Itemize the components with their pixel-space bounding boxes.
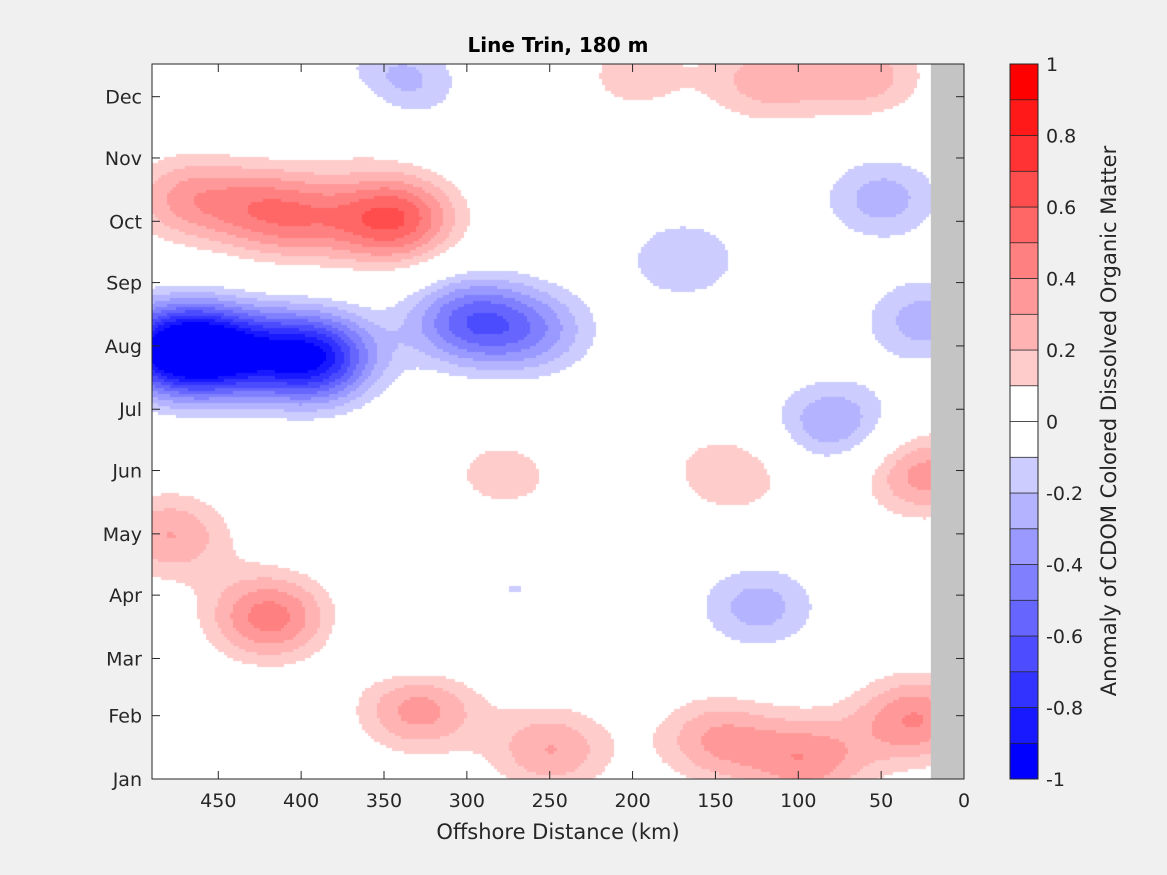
x-tick-label: 0	[958, 790, 970, 812]
colorbar-segment	[1009, 564, 1039, 601]
x-tick-label: 300	[449, 790, 485, 812]
x-tick-label: 350	[366, 790, 402, 812]
y-tick-label: Nov	[105, 148, 142, 170]
cdom-anomaly-field	[152, 64, 964, 779]
colorbar-tick-label: 0.8	[1046, 126, 1076, 148]
colorbar-tick-label: -1	[1046, 769, 1065, 791]
colorbar-segment	[1009, 707, 1039, 744]
colorbar-segment	[1009, 492, 1039, 530]
colorbar-label: Anomaly of CDOM Colored Dissolved Organi…	[1097, 145, 1121, 696]
colorbar: 1 0.8 0.6 0.4 0.2 0 -0.2 -0.4 -0.6 -0.8 -1	[1009, 54, 1083, 791]
colorbar-segment	[1009, 99, 1039, 136]
colorbar-segment	[1009, 635, 1039, 673]
y-tick-label: Feb	[108, 706, 142, 728]
y-tick-label: Oct	[109, 211, 142, 233]
colorbar-segment	[1009, 349, 1039, 387]
x-tick-label: 50	[869, 790, 893, 812]
colorbar-tick-label: 0	[1046, 412, 1058, 434]
colorbar-segment	[1009, 742, 1039, 780]
colorbar-segment	[1009, 206, 1039, 244]
colorbar-segment	[1009, 671, 1039, 708]
colorbar-segment	[1009, 421, 1039, 458]
colorbar-tick-label: 0.2	[1046, 340, 1076, 362]
y-tick-label: Apr	[109, 585, 142, 607]
colorbar-segment	[1009, 528, 1039, 565]
y-tick-label: Jun	[111, 461, 142, 483]
colorbar-tick-label: -0.6	[1046, 626, 1083, 648]
y-tick-label: Jul	[118, 399, 142, 421]
colorbar-segment	[1009, 63, 1039, 101]
y-tick-label: Mar	[106, 648, 142, 670]
y-tick-label: Jan	[112, 769, 142, 791]
no-data-region	[930, 64, 964, 779]
colorbar-segment	[1009, 242, 1039, 279]
y-tick-label: May	[103, 524, 142, 546]
colorbar-segment	[1009, 170, 1039, 208]
heatmap-plot	[152, 64, 964, 779]
axes: 450 400 350 300 250 200 150 100 50 0 Jan Feb Mar Apr M…	[103, 63, 970, 812]
y-tick-label: Sep	[106, 273, 142, 295]
colorbar-frame	[1009, 63, 1039, 780]
colorbar-tick-label: 0.4	[1046, 269, 1076, 291]
colorbar-segment	[1009, 135, 1039, 172]
colorbar-tick-label: -0.8	[1046, 698, 1083, 720]
colorbar-segment	[1009, 599, 1039, 637]
colorbar-tick-label: 0.6	[1046, 197, 1076, 219]
colorbar-segment	[1009, 313, 1039, 351]
colorbar-tick-label: -0.2	[1046, 483, 1083, 505]
x-tick-label: 400	[283, 790, 319, 812]
axes-box	[151, 63, 965, 780]
x-tick-label: 450	[200, 790, 236, 812]
x-tick-label: 150	[697, 790, 733, 812]
colorbar-segment	[1009, 456, 1039, 494]
colorbar-segment	[1009, 385, 1039, 422]
x-tick-label: 200	[614, 790, 650, 812]
y-tick-label: Aug	[105, 336, 142, 358]
x-tick-label: 250	[532, 790, 568, 812]
chart-title: Line Trin, 180 m	[468, 33, 649, 57]
x-tick-label: 100	[780, 790, 816, 812]
x-axis-label: Offshore Distance (km)	[436, 820, 679, 844]
colorbar-tick-label: 1	[1046, 54, 1058, 76]
colorbar-tick-label: -0.4	[1046, 555, 1083, 577]
colorbar-segment	[1009, 278, 1039, 315]
y-tick-label: Dec	[105, 87, 142, 109]
